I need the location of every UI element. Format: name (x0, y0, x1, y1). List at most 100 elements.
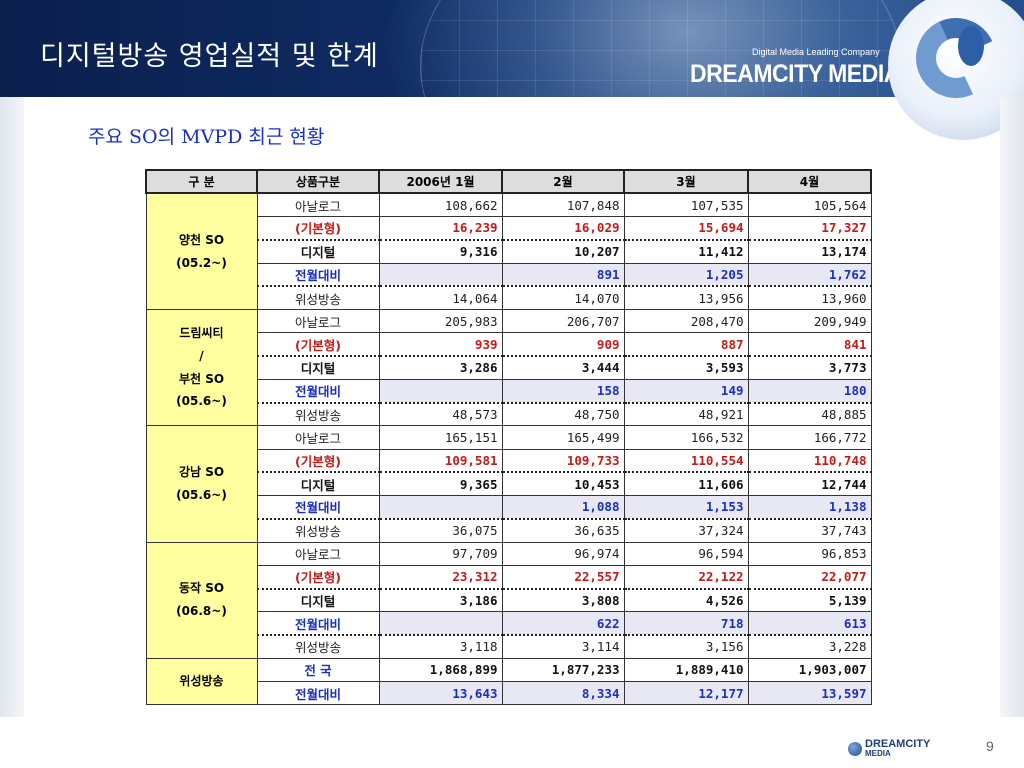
value-cell: 12,177 (623, 680, 749, 706)
product-type-cell: 위성방송 (256, 401, 380, 427)
product-type-cell: (기본형) (256, 564, 380, 590)
product-type-cell: (기본형) (256, 332, 380, 357)
product-type-cell: 전월대비 (256, 378, 380, 404)
footer-logo-line2: MEDIA (865, 748, 891, 758)
value-cell: 48,885 (747, 401, 872, 427)
table-row: 전월대비 13,643 8,334 12,177 13,597 (146, 680, 872, 706)
so-group-label-line: (05.6~) (176, 487, 227, 502)
value-cell: 3,156 (623, 634, 749, 659)
value-cell: 107,848 (501, 192, 625, 218)
value-cell: 887 (623, 332, 749, 357)
table-row: 위성방송 48,573 48,750 48,921 48,885 (146, 401, 872, 427)
value-cell: 9,365 (378, 471, 503, 497)
value-cell: 110,554 (623, 448, 749, 473)
value-cell: 205,983 (378, 308, 503, 334)
brand-logo-text: DREAMCITY MEDIA (690, 60, 900, 88)
product-type-cell: 전월대비 (256, 262, 380, 288)
so-group-label-line: (05.6~) (176, 394, 227, 409)
value-cell: 5,139 (747, 587, 872, 613)
value-cell: 109,733 (501, 448, 625, 473)
value-cell: 3,186 (378, 587, 503, 613)
value-cell: 96,853 (747, 541, 872, 566)
value-cell: 22,557 (501, 564, 625, 590)
product-type-cell: 위성방송 (256, 634, 380, 659)
table-row: (기본형) 23,312 22,557 22,122 22,077 (146, 564, 872, 590)
value-cell: 3,228 (747, 634, 872, 659)
so-group-label: 양천 SO (05.2~) (145, 192, 258, 311)
value-cell: 13,597 (747, 680, 872, 706)
value-cell: 3,114 (501, 634, 625, 659)
table-row: 위성방송 3,118 3,114 3,156 3,228 (146, 634, 872, 659)
product-type-cell: (기본형) (256, 448, 380, 473)
product-type-cell: 위성방송 (256, 285, 380, 311)
so-group-label: 드림씨티 / 부천 SO (05.6~) (145, 308, 258, 427)
value-cell: 96,594 (623, 541, 749, 566)
product-type-cell: 위성방송 (256, 518, 380, 543)
table-row: 디지털 3,286 3,444 3,593 3,773 (146, 354, 872, 380)
product-type-cell: 전월대비 (256, 611, 380, 637)
footer-logo-line1: DREAMCITY (865, 737, 931, 750)
value-cell (378, 494, 503, 520)
table-row: 동작 SO (06.8~) 아날로그 97,709 96,974 96,594 96,853 (145, 541, 872, 659)
slide-title: 디지털방송 영업실적 및 한계 (40, 41, 379, 72)
header-category: 구 분 (145, 168, 258, 195)
so-group-label-line: 부천 SO (178, 371, 225, 386)
table-row: 전월대비 622 718 613 (146, 611, 872, 637)
value-cell: 166,532 (623, 425, 749, 450)
value-cell: 622 (501, 611, 625, 637)
value-cell: 10,453 (501, 471, 625, 497)
value-cell: 1,138 (747, 494, 872, 520)
table-row: 드림씨티 / 부천 SO (05.6~) 아날로그 205,983 206,707 208,4… (145, 308, 872, 427)
value-cell: 1,868,899 (378, 657, 503, 683)
so-group-label-line: 강남 SO (178, 465, 225, 480)
footer-logo-text: DREAMCITY MEDIA (865, 737, 931, 758)
value-cell: 17,327 (747, 215, 872, 241)
value-cell: 1,889,410 (623, 657, 749, 683)
header-month-2: 2월 (501, 168, 625, 195)
product-type-cell: 아날로그 (256, 192, 380, 218)
so-group-label-line: 동작 SO (178, 581, 225, 596)
value-cell: 3,808 (501, 587, 625, 613)
value-cell: 180 (747, 378, 872, 404)
value-cell: 107,535 (623, 192, 749, 218)
table-row: 디지털 9,365 10,453 11,606 12,744 (146, 471, 872, 497)
value-cell: 1,088 (501, 494, 625, 520)
product-type-cell: 전월대비 (256, 680, 380, 706)
value-cell: 37,324 (623, 518, 749, 543)
value-cell: 23,312 (378, 564, 503, 590)
value-cell: 3,286 (378, 354, 503, 380)
value-cell: 165,151 (378, 425, 503, 450)
header-month-3: 3월 (623, 168, 749, 195)
value-cell: 208,470 (623, 308, 749, 334)
value-cell: 909 (501, 332, 625, 357)
value-cell: 11,606 (623, 471, 749, 497)
value-cell: 3,593 (623, 354, 749, 380)
value-cell: 109,581 (378, 448, 503, 473)
so-group-label-line: 드림씨티 (179, 326, 224, 341)
product-type-cell: 디지털 (256, 471, 380, 497)
product-type-cell: 아날로그 (256, 308, 380, 334)
value-cell: 48,921 (623, 401, 749, 427)
so-group-label: 동작 SO (06.8~) (145, 541, 258, 659)
value-cell: 3,444 (501, 354, 625, 380)
so-group-label-line: 위성방송 (179, 674, 224, 689)
value-cell: 13,960 (747, 285, 872, 311)
so-group-label: 위성방송 (145, 657, 258, 706)
table-body: 양천 SO (05.2~) 아날로그 108,662 107,848 107,535 105… (145, 192, 872, 706)
value-cell: 206,707 (501, 308, 625, 334)
value-cell: 48,750 (501, 401, 625, 427)
value-cell: 149 (623, 378, 749, 404)
value-cell: 11,412 (623, 238, 749, 264)
value-cell: 718 (623, 611, 749, 637)
value-cell (378, 611, 503, 637)
section-subtitle: 주요 SO의 MVPD 최근 현황 (88, 126, 325, 148)
product-type-cell: 전월대비 (256, 494, 380, 520)
product-type-cell: (기본형) (256, 215, 380, 241)
value-cell (378, 378, 503, 404)
value-cell: 939 (378, 332, 503, 357)
table-row: 강남 SO (05.6~) 아날로그 165,151 165,499 166,532 166… (145, 425, 872, 543)
value-cell: 108,662 (378, 192, 503, 218)
product-type-cell: 디지털 (256, 587, 380, 613)
brand-tagline: Digital Media Leading Company (752, 47, 880, 57)
so-group-label-line: (06.8~) (176, 604, 227, 619)
